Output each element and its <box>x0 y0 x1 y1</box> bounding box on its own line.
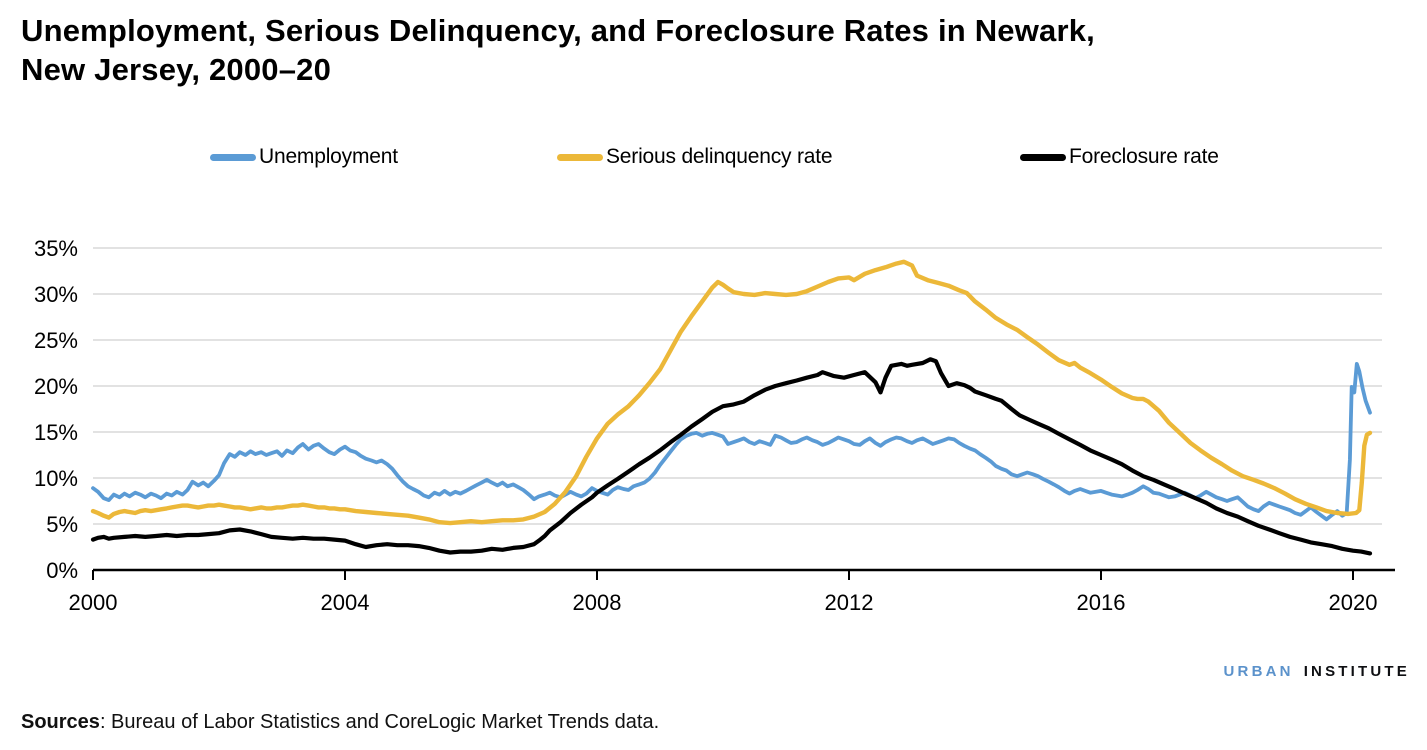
series-line-serious-delinquency <box>90 259 1373 526</box>
legend-label-foreclosure: Foreclosure rate <box>1069 145 1219 168</box>
legend: Unemployment Serious delinquency rate Fo… <box>0 144 1427 170</box>
y-tick-label: 25% <box>34 328 78 353</box>
x-tick-label: 2004 <box>321 590 370 615</box>
series-line-unemployment <box>91 361 1372 522</box>
gridlines <box>93 247 1382 525</box>
legend-item-serious-delinquency: Serious delinquency rate <box>557 144 833 170</box>
y-tick-label: 35% <box>34 236 78 261</box>
logo-word-institute: INSTITUTE <box>1303 663 1410 680</box>
page-title-line-2: New Jersey, 2000–20 <box>21 52 332 87</box>
y-tick-label: 20% <box>34 374 78 399</box>
legend-label-unemployment: Unemployment <box>259 145 398 168</box>
legend-item-unemployment: Unemployment <box>210 144 398 170</box>
legend-swatch-serious-delinquency <box>557 153 603 161</box>
logo-word-urban: URBAN <box>1223 663 1294 680</box>
y-tick-label: 5% <box>46 512 78 537</box>
legend-swatch-foreclosure <box>1020 153 1066 161</box>
sources-label: Sources <box>21 711 100 733</box>
legend-swatch-unemployment <box>210 153 256 161</box>
x-axis: 2000 2004 2008 2012 2016 2020 <box>69 568 1395 615</box>
y-tick-label: 0% <box>46 558 78 583</box>
urban-institute-logo: URBAN INSTITUTE <box>1224 663 1410 680</box>
series-line-foreclosure <box>90 357 1373 556</box>
x-tick-label: 2012 <box>825 590 874 615</box>
legend-item-foreclosure: Foreclosure rate <box>1020 144 1219 170</box>
y-tick-label: 30% <box>34 282 78 307</box>
sources-text: : Bureau of Labor Statistics and CoreLog… <box>99 711 660 733</box>
page-title-line-1: Unemployment, Serious Delinquency, and F… <box>21 13 1095 48</box>
x-tick-label: 2008 <box>573 590 622 615</box>
x-tick-label: 2016 <box>1077 590 1126 615</box>
sources-note: Sources: Bureau of Labor Statistics and … <box>21 711 659 734</box>
x-tick-label: 2020 <box>1329 590 1378 615</box>
y-tick-label: 15% <box>34 420 78 445</box>
x-tick-label: 2000 <box>69 590 118 615</box>
y-tick-label: 10% <box>34 466 78 491</box>
y-axis-labels: 0% 5% 10% 15% 20% 25% 30% 35% <box>34 236 78 583</box>
legend-label-serious-delinquency: Serious delinquency rate <box>606 145 833 168</box>
page-title: Unemployment, Serious Delinquency, and F… <box>21 11 1095 89</box>
